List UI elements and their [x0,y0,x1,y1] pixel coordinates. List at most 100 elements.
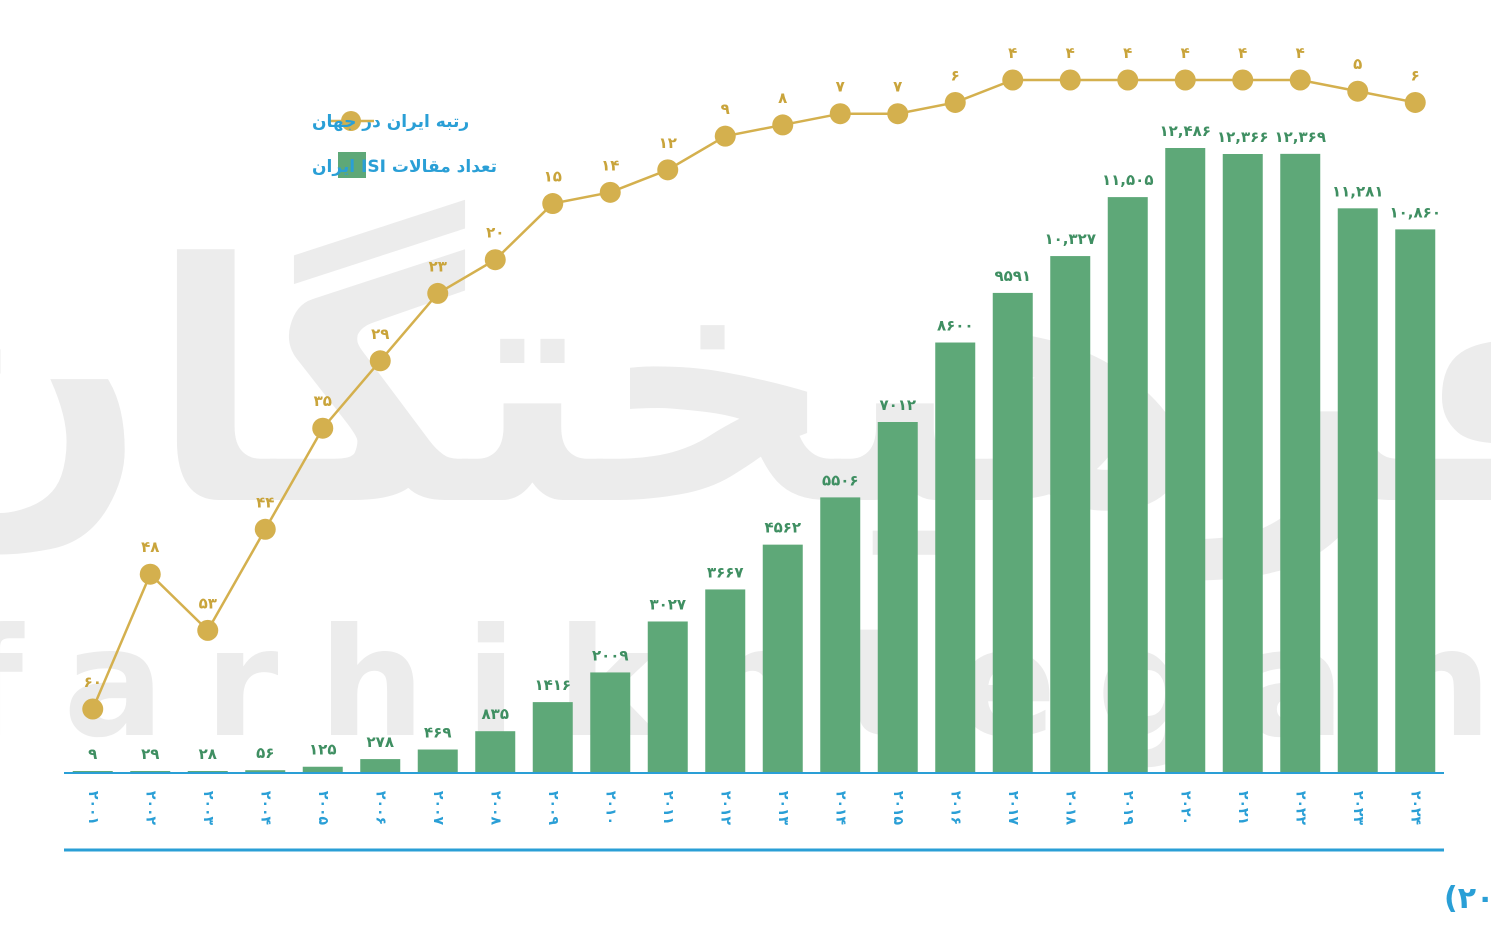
rank-label-8: ۱۵ [544,168,562,186]
rank-point-12 [772,114,794,136]
rank-line-series [82,69,1426,720]
bar-5 [360,759,401,773]
bar-22 [1337,208,1378,773]
bar-21 [1280,153,1321,773]
bar-18 [1107,197,1148,774]
rank-label-16: ۴ [1008,44,1017,62]
rank-label-23: ۶ [1411,66,1420,84]
bar-label-3: ۵۶ [256,744,274,762]
rank-label-4: ۳۵ [314,392,332,410]
rank-point-16 [1002,69,1024,91]
bar-label-21: ۱۲,۳۶۹ [1275,128,1326,146]
rank-point-17 [1059,69,1081,91]
bar-label-14: ۷۰۱۲ [879,396,916,414]
bar-7 [475,731,516,773]
bar-label-19: ۱۲,۴۸۶ [1160,122,1211,140]
bar-label-13: ۵۵۰۶ [822,471,859,489]
rank-label-11: ۹ [721,100,730,118]
rank-point-8 [542,193,564,215]
year-label-15: ۲۰۱۶ [947,791,963,825]
bar-8 [532,702,573,773]
year-label-19: ۲۰۲۰ [1177,791,1193,825]
rank-label-9: ۱۴ [601,156,619,174]
rank-point-10 [657,159,679,181]
bar-label-20: ۱۲,۳۶۶ [1217,128,1268,146]
bar-label-11: ۳۶۶۷ [707,563,744,581]
year-label-18: ۲۰۱۹ [1120,791,1136,826]
legend-rank-marker [341,111,361,131]
x-axis-tick-labels: ۲۰۰۱ ۲۰۰۲ ۲۰۰۳ ۲۰۰۴ ۲۰۰۵ ۲۰۰۶ ۲۰۰۷ ۲۰۰۸ ۲۰۰۹ ۲۰۱۰… [85,791,1424,826]
rank-label-14: ۷ [893,78,902,96]
bar-label-23: ۱۰,۸۶۰ [1390,203,1441,221]
bar-label-16: ۹۵۹۱ [994,267,1031,285]
year-label-14: ۲۰۱۵ [890,791,906,826]
year-label-12: ۲۰۱۳ [775,791,791,826]
rank-point-21 [1289,69,1311,91]
rank-point-22 [1347,80,1369,102]
bar-series [72,148,1436,774]
rank-label-21: ۴ [1296,44,1305,62]
bar-label-9: ۲۰۰۹ [592,646,629,664]
bar-20 [1222,154,1263,774]
bar-17 [1050,256,1091,773]
bar-label-18: ۱۱,۵۰۵ [1102,171,1153,189]
rank-label-6: ۲۳ [429,257,447,275]
bar-4 [302,766,343,773]
rank-point-6 [427,282,449,304]
bar-label-22: ۱۱,۲۸۱ [1332,182,1383,200]
year-label-11: ۲۰۱۲ [717,791,733,826]
rank-point-13 [829,103,851,125]
bar-label-12: ۴۵۶۲ [764,519,801,537]
bar-9 [590,672,631,773]
watermark-fa: فرهیختگان [0,194,1491,583]
bar-label-8: ۱۴۱۶ [534,676,571,694]
bar-label-17: ۱۰,۳۲۷ [1045,230,1096,248]
legend-articles-swatch [338,152,366,178]
rank-label-13: ۷ [836,78,845,96]
legend-articles-label: تعداد مقالات ISI ایران [312,157,497,177]
rank-point-23 [1404,91,1426,113]
rank-point-20 [1232,69,1254,91]
bar-23 [1395,229,1436,773]
rank-point-4 [312,417,334,439]
rank-label-7: ۲۰ [486,224,504,242]
year-label-10: ۲۰۱۱ [660,791,676,825]
legend: رتبه ایران در جهان تعداد مقالات ISI ایرا… [312,111,497,178]
rank-point-19 [1174,69,1196,91]
year-label-21: ۲۰۲۲ [1292,791,1308,826]
bar-label-0: ۹ [88,745,97,763]
year-label-4: ۲۰۰۵ [315,791,331,826]
bar-label-5: ۲۷۸ [367,733,394,751]
watermark-en: farhikhtegan [0,597,1491,771]
year-label-17: ۲۰۱۸ [1062,791,1078,826]
year-label-22: ۲۰۲۳ [1350,791,1366,826]
rank-label-17: ۴ [1066,44,1075,62]
rank-label-5: ۲۹ [371,325,389,343]
bar-label-7: ۸۳۵ [482,705,509,723]
year-label-1: ۲۰۰۲ [142,791,158,826]
rank-point-9 [599,181,621,203]
year-label-6: ۲۰۰۷ [430,791,446,826]
rank-label-22: ۵ [1353,55,1362,73]
bar-14 [877,422,918,773]
year-label-5: ۲۰۰۶ [372,791,388,825]
rank-label-10: ۱۲ [659,134,677,152]
bar-3 [245,770,286,773]
rank-label-18: ۴ [1123,44,1132,62]
rank-label-2: ۵۳ [199,594,217,612]
year-label-20: ۲۰۲۱ [1235,791,1251,825]
year-label-9: ۲۰۱۰ [602,791,618,825]
rank-label-12: ۸ [778,89,787,107]
year-label-2: ۲۰۰۳ [200,791,216,826]
legend-rank-label: رتبه ایران در جهان [312,112,469,132]
rank-point-0 [82,698,104,720]
bar-11 [705,589,746,773]
year-label-23: ۲۰۲۴ [1407,791,1423,826]
rank-point-7 [484,249,506,271]
bar-label-15: ۸۶۰۰ [937,317,974,335]
watermark: فرهیختگان farhikhtegan [0,194,1491,771]
bar-16 [992,292,1033,773]
rank-point-14 [887,103,909,125]
